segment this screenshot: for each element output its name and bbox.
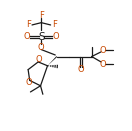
Text: O: O <box>100 60 107 69</box>
Text: O: O <box>38 43 45 52</box>
Text: O: O <box>23 32 30 41</box>
Text: O: O <box>100 46 107 55</box>
Text: F: F <box>26 20 31 29</box>
Text: O: O <box>36 55 42 64</box>
Text: F: F <box>39 11 44 20</box>
Text: F: F <box>52 20 57 29</box>
Text: O: O <box>53 32 59 41</box>
Polygon shape <box>48 56 57 66</box>
Text: S: S <box>38 32 45 42</box>
Text: O: O <box>77 65 84 74</box>
Text: O: O <box>26 78 32 87</box>
